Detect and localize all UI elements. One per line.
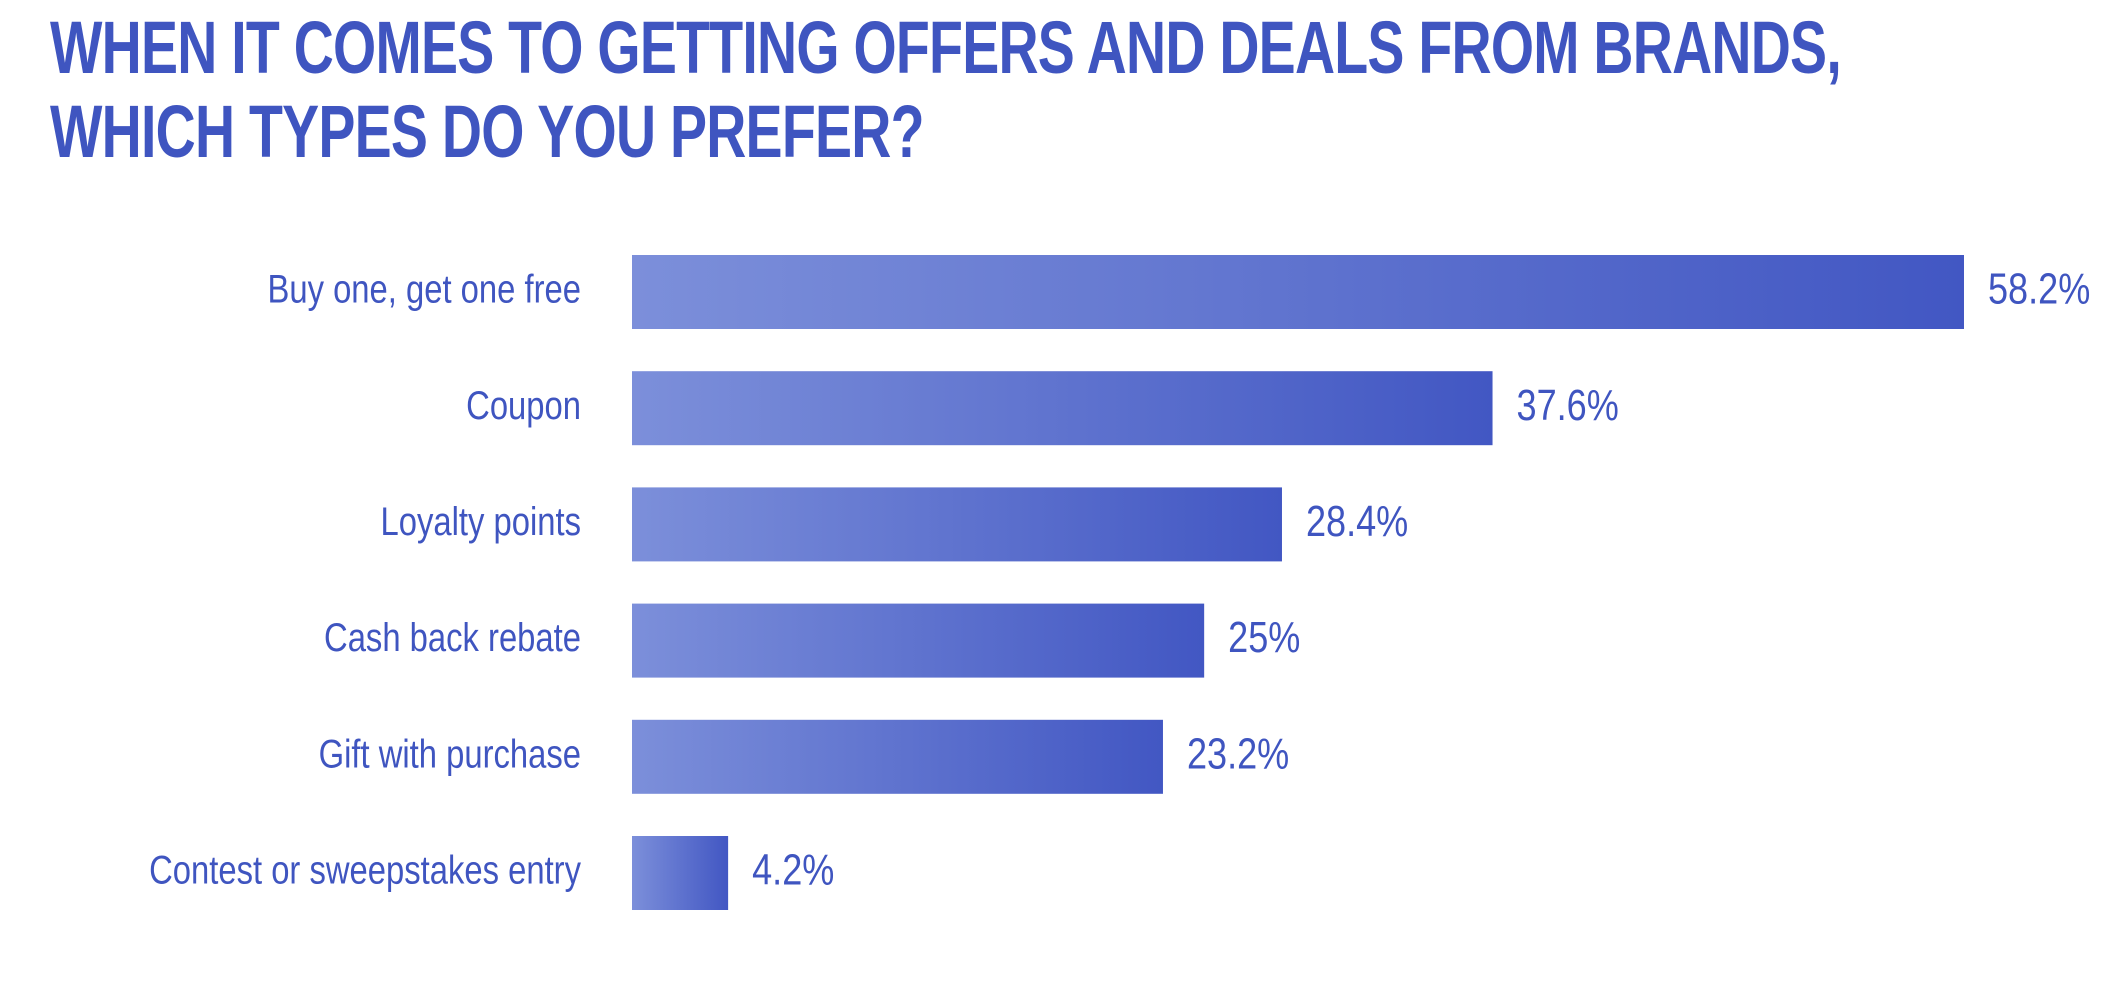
bar bbox=[632, 719, 1163, 794]
category-label: Coupon bbox=[466, 383, 581, 428]
bar bbox=[632, 371, 1493, 446]
value-label: 25% bbox=[1228, 613, 1300, 662]
value-label: 4.2% bbox=[752, 845, 834, 894]
bar bbox=[632, 487, 1282, 562]
value-label: 37.6% bbox=[1517, 380, 1619, 429]
chart-title: WHEN IT COMES TO GETTING OFFERS AND DEAL… bbox=[50, 6, 1842, 173]
bar bbox=[632, 836, 729, 910]
bar bbox=[632, 603, 1205, 678]
category-label: Loyalty points bbox=[381, 499, 581, 544]
value-label: 28.4% bbox=[1306, 497, 1408, 546]
bar bbox=[632, 255, 1964, 329]
value-label: 23.2% bbox=[1187, 729, 1289, 778]
category-label: Buy one, get one free bbox=[267, 266, 581, 311]
category-label: Cash back rebate bbox=[324, 615, 581, 660]
category-label: Gift with purchase bbox=[319, 731, 581, 776]
category-label: Contest or sweepstakes entry bbox=[149, 847, 582, 892]
value-label: 58.2% bbox=[1988, 264, 2090, 313]
